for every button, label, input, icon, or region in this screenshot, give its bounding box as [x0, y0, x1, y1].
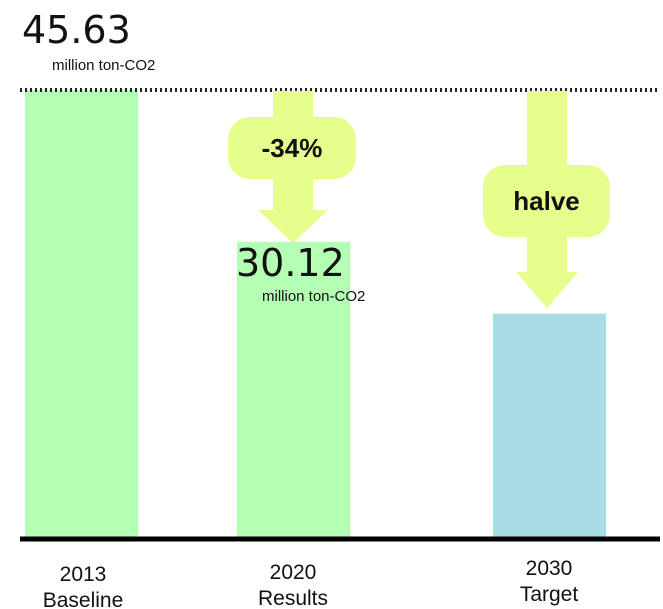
data-label-30-12-value: 30.12: [236, 241, 345, 285]
arrow-minus-34-percent-label-box: [228, 117, 356, 179]
tick-label-2013-baseline: 2013 Baseline: [43, 563, 124, 609]
tick-label-2020-results: 2020 Results: [258, 561, 328, 609]
arrow-halve-label: halve: [513, 186, 580, 216]
data-label-45-63-unit: million ton-CO2: [52, 57, 155, 74]
tick-label-2030-target: 2030 Target: [520, 557, 579, 606]
bars-layer: [25, 90, 606, 538]
arrow-minus-34-percent: -34%: [228, 91, 356, 243]
data-label-30-12-unit: million ton-CO2: [262, 288, 365, 305]
arrows-layer: -34% halve: [228, 91, 610, 308]
bar-2020-results: [237, 241, 350, 538]
arrow-minus-34-percent-head: [258, 210, 328, 243]
bar-2030-target: [493, 313, 606, 537]
data-label-45-63-value: 45.63: [22, 8, 131, 52]
data-labels: 45.63 million ton-CO2 30.12 million ton-CO2: [22, 8, 365, 305]
arrow-halve-head: [516, 272, 578, 308]
x-tick-labels: 2013 Baseline 2020 Results 2030 Target: [43, 557, 579, 609]
bar-2013-baseline: [25, 90, 138, 537]
arrow-halve-label-box: [483, 165, 610, 237]
arrow-halve: halve: [483, 91, 610, 308]
arrow-minus-34-percent-label: -34%: [262, 133, 323, 163]
